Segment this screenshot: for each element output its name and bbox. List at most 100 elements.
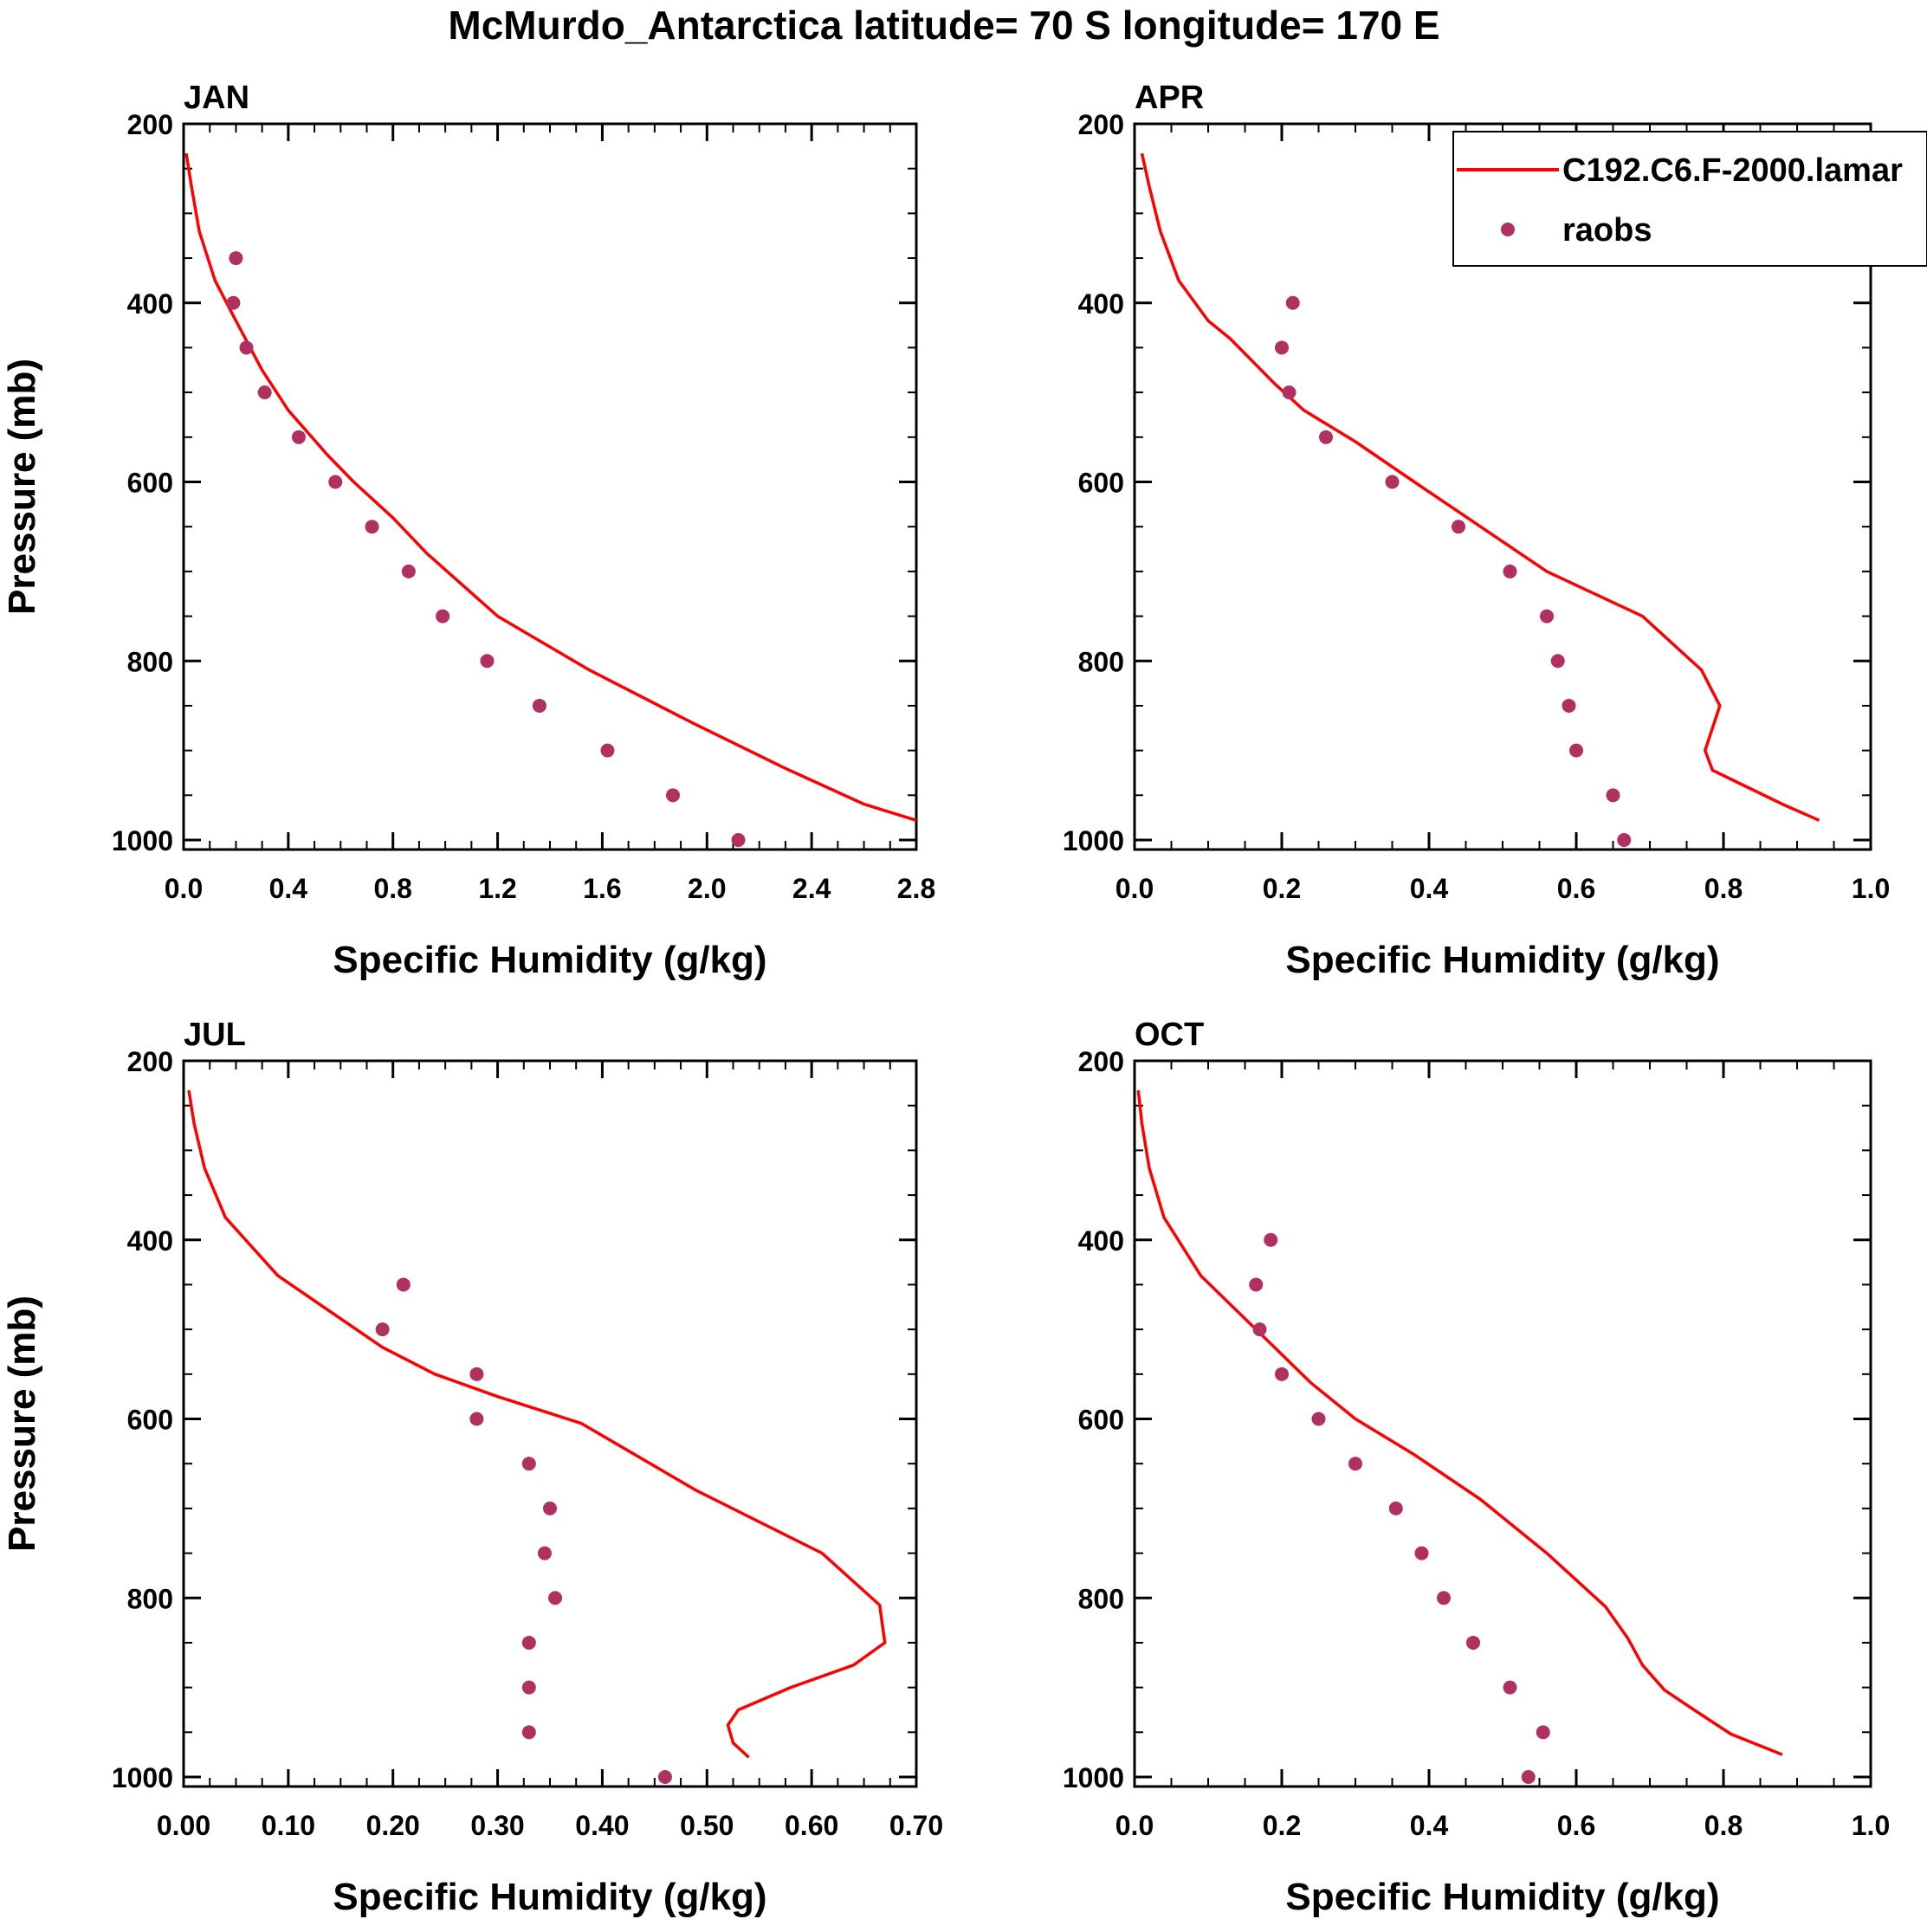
x-tick-label: 1.2: [478, 873, 516, 904]
raobs-point: [657, 1770, 672, 1784]
raobs-point: [1388, 1501, 1403, 1515]
x-tick-label: 0.4: [1410, 1810, 1449, 1841]
raobs-point: [548, 1591, 563, 1606]
raobs-point: [666, 788, 681, 803]
y-tick-label: 800: [127, 646, 173, 677]
raobs-point: [1452, 520, 1465, 534]
x-tick-label: 1.6: [583, 873, 621, 904]
legend-obs-marker: [1501, 223, 1515, 236]
raobs-point: [1249, 1277, 1264, 1292]
raobs-point: [1385, 475, 1400, 489]
raobs-point: [436, 609, 450, 624]
panel-label: OCT: [1135, 1017, 1204, 1053]
x-tick-label: 2.4: [792, 873, 831, 904]
x-tick-label: 0.4: [269, 873, 308, 904]
x-tick-label: 2.0: [688, 873, 726, 904]
panel-label: JAN: [184, 80, 249, 116]
raobs-point: [1569, 743, 1583, 758]
raobs-point: [375, 1322, 390, 1337]
model-profile-line: [184, 152, 917, 822]
y-tick-label: 800: [127, 1583, 173, 1614]
y-tick-label: 200: [127, 1046, 173, 1077]
x-tick-label: 0.8: [373, 873, 411, 904]
y-tick-label: 200: [127, 109, 173, 140]
raobs-point: [469, 1367, 484, 1381]
raobs-point: [401, 564, 416, 578]
x-tick-label: 0.4: [1410, 873, 1449, 904]
raobs-point: [480, 654, 495, 669]
raobs-point: [1466, 1635, 1480, 1650]
raobs-point: [1606, 788, 1620, 803]
raobs-point: [543, 1501, 557, 1515]
raobs-point: [1437, 1591, 1451, 1606]
x-tick-label: 0.50: [680, 1810, 734, 1841]
panel-jan: 0.0 0.4 0.8 1.2 1.6 2.0 2.4 2.8 200 400 600 800 1000…: [1, 80, 935, 981]
raobs-point: [600, 743, 615, 758]
x-tick-label: 0.0: [165, 873, 203, 904]
raobs-point: [1252, 1322, 1267, 1337]
x-tick-label: 2.8: [897, 873, 935, 904]
raobs-point: [1311, 1412, 1326, 1426]
raobs-point: [1617, 833, 1632, 847]
raobs-point: [1282, 385, 1297, 400]
model-profile-line: [1136, 1089, 1783, 1756]
raobs-point: [365, 520, 379, 534]
x-tick-label: 0.0: [1115, 873, 1154, 904]
x-tick-label: 0.30: [470, 1810, 524, 1841]
raobs-point: [1503, 1680, 1517, 1695]
model-profile-line: [1140, 152, 1820, 822]
y-tick-label: 1000: [1063, 825, 1124, 856]
legend-model-label: C192.C6.F-2000.lamar: [1562, 152, 1903, 189]
raobs-point: [1550, 654, 1565, 669]
x-tick-label: 0.70: [889, 1810, 943, 1841]
x-tick-label: 1.0: [1852, 1810, 1890, 1841]
x-axis-label: Specific Humidity (g/kg): [333, 1876, 766, 1918]
y-axis-label: Pressure (mb): [1, 359, 43, 615]
raobs-point: [1275, 340, 1289, 355]
y-tick-label: 600: [1078, 468, 1124, 499]
raobs-point: [1536, 1725, 1550, 1740]
raobs-point: [532, 698, 546, 713]
figure-title: McMurdo_Antarctica latitude= 70 S longit…: [448, 3, 1439, 48]
x-axis-label: Specific Humidity (g/kg): [1285, 939, 1719, 981]
y-tick-label: 200: [1078, 1046, 1124, 1077]
raobs-point: [1285, 295, 1300, 310]
raobs-point: [1540, 609, 1554, 624]
x-tick-label: 0.20: [366, 1810, 420, 1841]
raobs-point: [521, 1680, 536, 1695]
x-tick-label: 0.2: [1263, 1810, 1301, 1841]
legend-obs-label: raobs: [1562, 212, 1652, 249]
raobs-point: [226, 295, 241, 310]
legend-box: [1452, 131, 1927, 267]
y-tick-label: 400: [1078, 288, 1124, 320]
raobs-point: [731, 833, 746, 847]
x-tick-label: 0.00: [157, 1810, 210, 1841]
y-axis-label: Pressure (mb): [1, 1296, 43, 1552]
y-tick-label: 600: [127, 1405, 173, 1436]
raobs-point: [1319, 430, 1333, 444]
x-tick-label: 0.10: [262, 1810, 315, 1841]
x-axis-label: Specific Humidity (g/kg): [1285, 1876, 1719, 1918]
raobs-point: [1521, 1770, 1536, 1784]
y-tick-label: 600: [1078, 1405, 1124, 1436]
y-tick-label: 400: [127, 1225, 173, 1257]
y-tick-label: 600: [127, 468, 173, 499]
raobs-point: [396, 1277, 411, 1292]
raobs-point: [1275, 1367, 1289, 1381]
y-tick-label: 400: [127, 288, 173, 320]
raobs-point: [1503, 564, 1517, 578]
y-tick-label: 1000: [112, 825, 173, 856]
x-tick-label: 0.60: [785, 1810, 838, 1841]
panel-jul: 0.00 0.10 0.20 0.30 0.40 0.50 0.60 0.70 200 400 60…: [1, 1017, 943, 1918]
model-profile-line: [187, 1089, 887, 1759]
y-tick-label: 1000: [112, 1762, 173, 1793]
x-axis-label: Specific Humidity (g/kg): [333, 939, 766, 981]
raobs-point: [257, 385, 272, 400]
raobs-point: [291, 430, 306, 444]
raobs-point: [1348, 1457, 1362, 1471]
raobs-point: [239, 340, 254, 355]
legend: C192.C6.F-2000.lamar raobs: [1452, 131, 1927, 267]
raobs-point: [1264, 1232, 1278, 1247]
y-tick-label: 1000: [1063, 1762, 1124, 1793]
